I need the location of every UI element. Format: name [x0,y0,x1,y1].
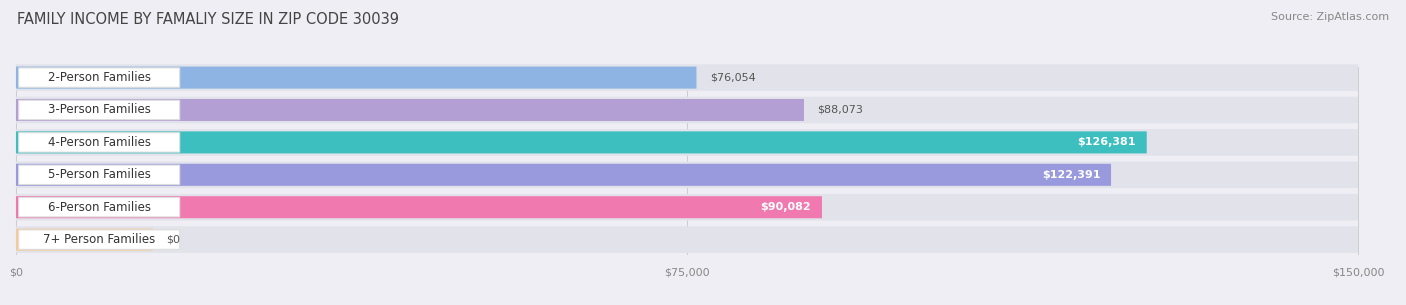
FancyBboxPatch shape [15,162,1358,188]
Text: $76,054: $76,054 [710,73,755,83]
FancyBboxPatch shape [18,100,180,120]
Text: $126,381: $126,381 [1077,137,1136,147]
FancyBboxPatch shape [15,229,153,251]
Text: $88,073: $88,073 [817,105,863,115]
FancyBboxPatch shape [18,68,180,87]
FancyBboxPatch shape [15,194,1358,221]
Text: 5-Person Families: 5-Person Families [48,168,150,181]
FancyBboxPatch shape [15,97,1358,123]
FancyBboxPatch shape [18,165,180,185]
Text: FAMILY INCOME BY FAMALIY SIZE IN ZIP CODE 30039: FAMILY INCOME BY FAMALIY SIZE IN ZIP COD… [17,12,399,27]
Text: 7+ Person Families: 7+ Person Families [44,233,155,246]
FancyBboxPatch shape [15,66,696,88]
FancyBboxPatch shape [18,133,180,152]
FancyBboxPatch shape [15,99,804,121]
FancyBboxPatch shape [15,226,1358,253]
FancyBboxPatch shape [18,198,180,217]
Text: $0: $0 [166,235,180,245]
Text: 4-Person Families: 4-Person Families [48,136,150,149]
Text: 6-Person Families: 6-Person Families [48,201,150,214]
FancyBboxPatch shape [15,164,1111,186]
Text: 3-Person Families: 3-Person Families [48,103,150,117]
Text: $122,391: $122,391 [1042,170,1101,180]
FancyBboxPatch shape [15,129,1358,156]
FancyBboxPatch shape [15,64,1358,91]
FancyBboxPatch shape [18,230,180,249]
FancyBboxPatch shape [15,196,823,218]
Text: $90,082: $90,082 [761,202,811,212]
FancyBboxPatch shape [15,131,1147,153]
Text: 2-Person Families: 2-Person Families [48,71,150,84]
Text: Source: ZipAtlas.com: Source: ZipAtlas.com [1271,12,1389,22]
